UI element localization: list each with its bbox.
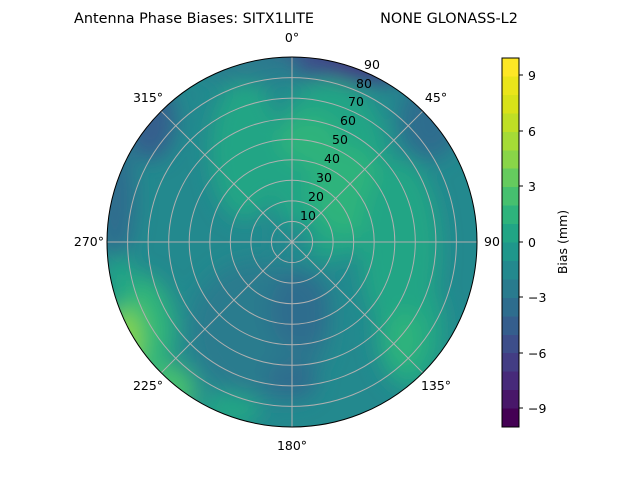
polar-rim: [106, 56, 478, 428]
svg-text:50: 50: [332, 132, 348, 147]
svg-text:60: 60: [340, 113, 356, 128]
svg-text:0: 0: [528, 235, 536, 250]
svg-text:90: 90: [364, 57, 380, 72]
svg-text:70: 70: [348, 94, 364, 109]
colorbar-label: Bias (mm): [555, 210, 570, 274]
chart-title-right: NONE GLONASS-L2: [380, 11, 518, 27]
polar-grid: [107, 57, 477, 427]
svg-text:80: 80: [356, 76, 372, 91]
svg-text:−9: −9: [528, 401, 546, 416]
colorbar-tick-labels: 9 6 3 0 −3 −6 −9: [528, 68, 546, 416]
svg-text:30: 30: [316, 170, 332, 185]
svg-text:9: 9: [528, 68, 536, 83]
svg-text:40: 40: [324, 151, 340, 166]
angle-label-0: 0°: [285, 30, 299, 45]
angle-label-135: 135°: [421, 378, 451, 393]
colorbar-gradient: [501, 57, 520, 428]
radial-tick-labels: 10 20 30 40 50 60 70 80 90: [300, 57, 380, 223]
chart-title-left: Antenna Phase Biases: SITX1LITE: [74, 11, 314, 27]
angle-label-270: 270°: [74, 234, 104, 249]
angle-label-225: 225°: [133, 378, 163, 393]
svg-text:3: 3: [528, 179, 536, 194]
svg-text:6: 6: [528, 124, 536, 139]
svg-text:10: 10: [300, 208, 316, 223]
angle-label-45: 45°: [425, 90, 447, 105]
colorbar: 9 6 3 0 −3 −6 −9 Bias (mm): [501, 57, 570, 428]
angle-label-90: 90: [484, 234, 500, 249]
angle-label-315: 315°: [133, 90, 163, 105]
svg-text:−3: −3: [528, 290, 546, 305]
angular-tick-labels: 0° 45° 90 135° 180° 225° 270° 315°: [74, 30, 500, 453]
svg-text:−6: −6: [528, 346, 546, 361]
svg-text:20: 20: [308, 189, 324, 204]
angle-label-180: 180°: [277, 438, 307, 453]
